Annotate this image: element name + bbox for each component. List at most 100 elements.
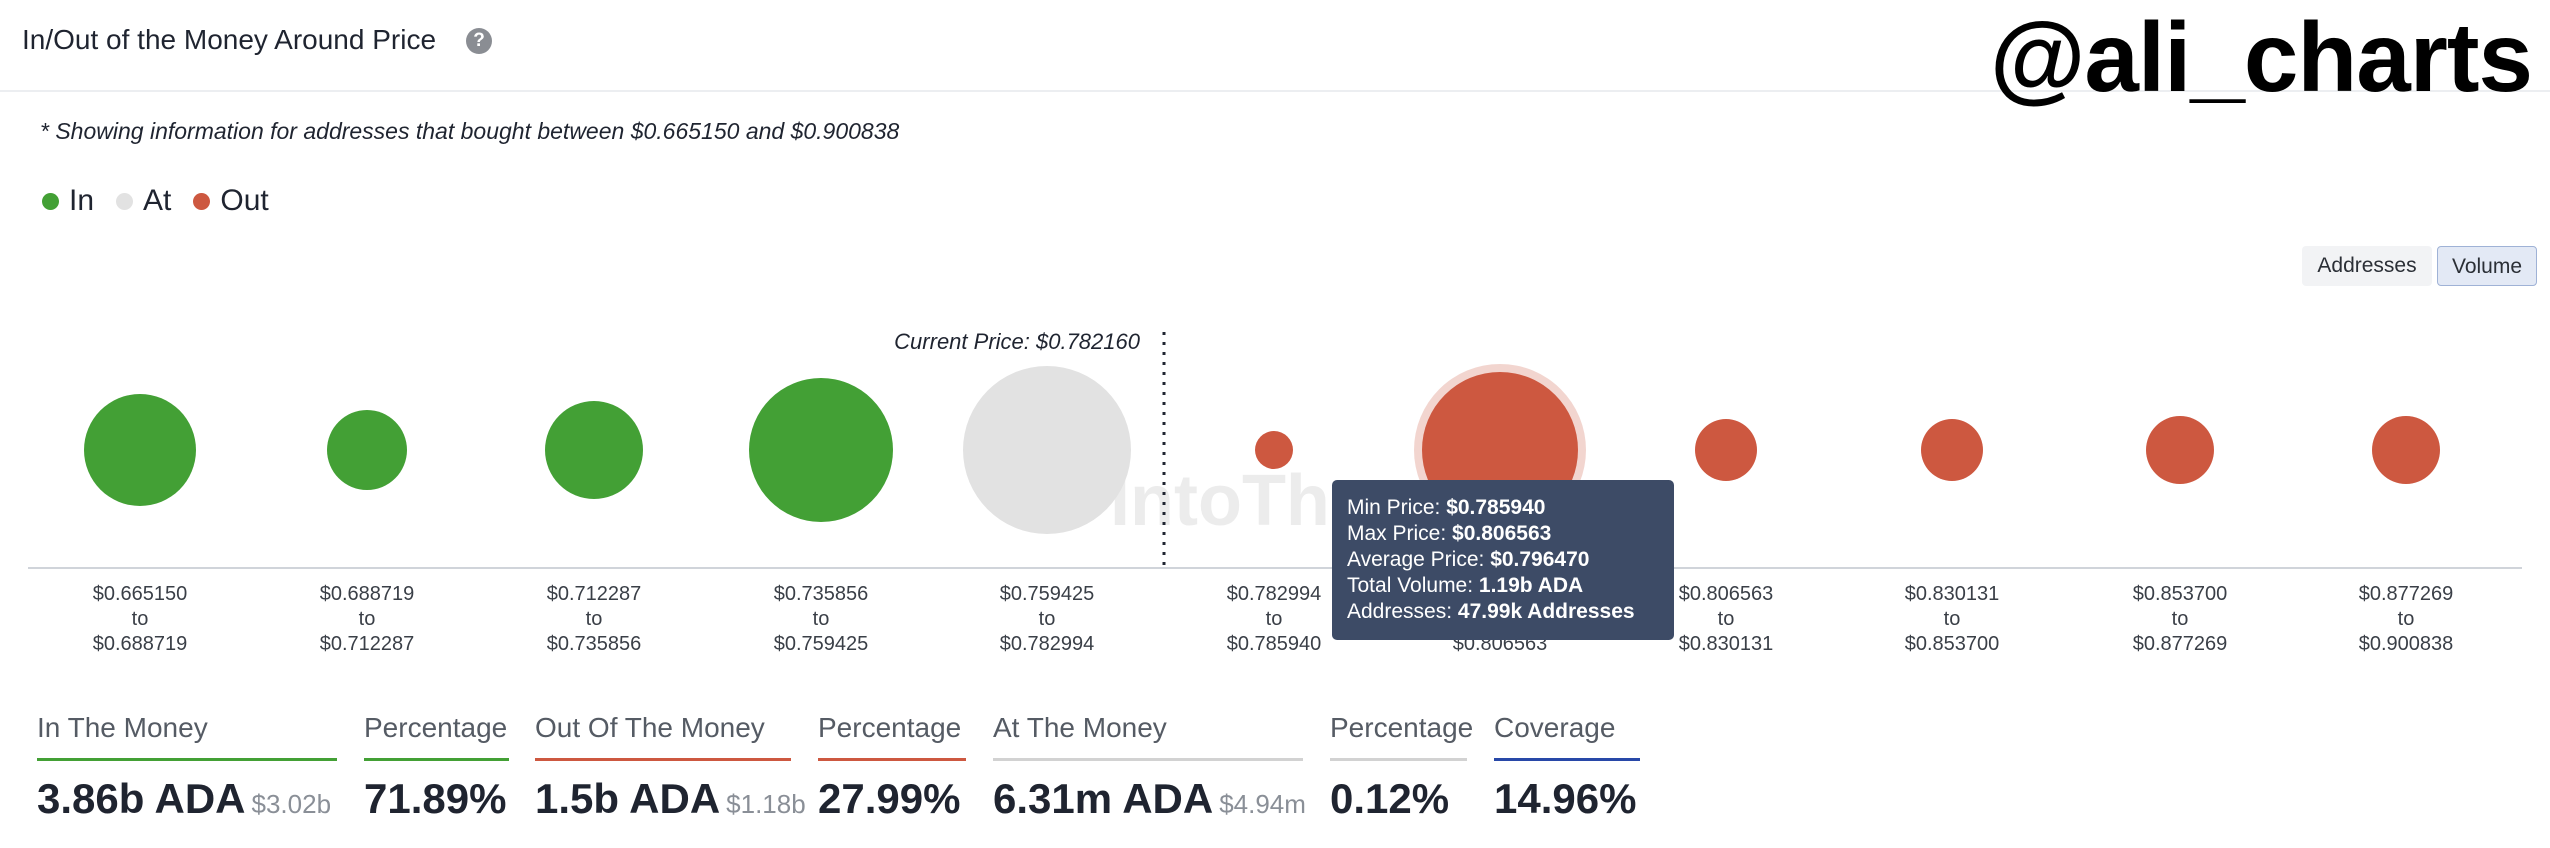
bubble-out[interactable] — [2146, 416, 2214, 484]
x-tick-label: $0.759425 — [1000, 583, 1095, 605]
x-tick-label: $0.712287 — [547, 583, 642, 605]
tooltip-row-label: Total Volume: — [1347, 574, 1479, 597]
tooltip-row-value: $0.806563 — [1452, 522, 1551, 545]
stat-value: 0.12% — [1330, 775, 1450, 822]
legend: In At Out — [42, 184, 291, 218]
stat-sub-value: $3.02b — [251, 789, 332, 819]
x-tick-label: to — [1718, 608, 1735, 630]
bubble-in[interactable] — [327, 410, 407, 490]
x-axis-labels: $0.665150 to $0.688719 $0.688719 to $0.712287… — [93, 583, 2454, 655]
x-tick-label: $0.712287 — [320, 633, 415, 655]
question-icon[interactable]: ? — [466, 28, 492, 54]
x-tick-label: $0.782994 — [1227, 583, 1322, 605]
x-tick-label: to — [1039, 608, 1056, 630]
x-tick-label: $0.785940 — [1227, 633, 1322, 655]
stat-label: Out Of The Money — [535, 712, 791, 761]
bubble-out[interactable] — [1921, 419, 1983, 481]
tooltip-row: Total Volume: 1.19b ADA — [1347, 574, 1583, 597]
legend-label-in: In — [69, 184, 95, 217]
x-tick-label: $0.830131 — [1905, 583, 2000, 605]
bubble-out[interactable] — [1695, 419, 1757, 481]
x-tick-label: $0.759425 — [774, 633, 869, 655]
bubble-in[interactable] — [84, 394, 196, 506]
bubble-in[interactable] — [545, 401, 643, 499]
page-title: In/Out of the Money Around Price — [22, 24, 437, 55]
legend-dot-in — [42, 192, 59, 210]
stat-at-the-money: At The Money 6.31m ADA $4.94m — [993, 712, 1306, 823]
x-tick-label: $0.688719 — [320, 583, 415, 605]
legend-label-out: Out — [220, 184, 269, 217]
addresses-toggle-button[interactable]: Addresses — [2302, 246, 2432, 286]
tooltip-row: Addresses: 47.99k Addresses — [1347, 600, 1635, 623]
stat-in-percentage: Percentage 71.89% — [364, 712, 509, 823]
stat-in-the-money: In The Money 3.86b ADA $3.02b — [37, 712, 337, 823]
x-tick-label: $0.877269 — [2133, 633, 2228, 655]
stat-value: 27.99% — [818, 775, 961, 822]
tooltip-row: Average Price: $0.796470 — [1347, 548, 1589, 571]
tooltip-box — [1332, 480, 1674, 640]
tooltip-row-value: 1.19b ADA — [1479, 574, 1583, 597]
tooltip-row-label: Max Price: — [1347, 522, 1452, 545]
x-tick-label: to — [359, 608, 376, 630]
range-note: * Showing information for addresses that… — [40, 118, 900, 144]
x-tick-label: to — [1266, 608, 1283, 630]
legend-item-at[interactable]: At — [116, 184, 171, 218]
x-tick-label: to — [2172, 608, 2189, 630]
stat-value: 14.96% — [1494, 775, 1637, 822]
x-tick-label: $0.735856 — [547, 633, 642, 655]
stat-sub-value: $1.18b — [726, 789, 806, 819]
x-tick-label: $0.900838 — [2359, 633, 2454, 655]
legend-label-at: At — [143, 184, 172, 217]
legend-item-out[interactable]: Out — [193, 184, 269, 218]
legend-item-in[interactable]: In — [42, 184, 94, 218]
chart-background-watermark: IntoThe — [1110, 461, 1370, 541]
stat-out-of-the-money: Out Of The Money 1.5b ADA $1.18b — [535, 712, 806, 823]
stat-sub-value: $4.94m — [1219, 789, 1306, 819]
legend-dot-at — [116, 192, 134, 210]
x-tick-label: $0.735856 — [774, 583, 869, 605]
stat-value: 6.31m ADA $4.94m — [993, 775, 1306, 822]
x-tick-label: to — [1944, 608, 1961, 630]
x-tick-label: to — [586, 608, 603, 630]
stat-label: Percentage — [818, 712, 966, 761]
tooltip: Min Price: $0.785940 Max Price: $0.806563… — [1332, 480, 1674, 640]
x-tick-label: $0.853700 — [2133, 583, 2228, 605]
tooltip-row: Min Price: $0.785940 — [1347, 496, 1545, 519]
x-tick-label: to — [813, 608, 830, 630]
stat-coverage: Coverage 14.96% — [1494, 712, 1640, 823]
x-tick-label: $0.665150 — [93, 583, 188, 605]
stat-label: Coverage — [1494, 712, 1640, 761]
stat-value: 3.86b ADA $3.02b — [37, 775, 332, 822]
stat-value: 71.89% — [364, 775, 507, 822]
tooltip-row: Max Price: $0.806563 — [1347, 522, 1551, 545]
bubble-in[interactable] — [749, 378, 893, 522]
x-tick-label: $0.806563 — [1679, 583, 1774, 605]
tooltip-row-value: $0.785940 — [1446, 496, 1545, 519]
tooltip-row-value: $0.796470 — [1490, 548, 1589, 571]
stat-label: Percentage — [1330, 712, 1473, 761]
stat-label: Percentage — [364, 712, 509, 761]
stat-label: At The Money — [993, 712, 1303, 761]
bubble-out[interactable] — [1255, 431, 1293, 469]
stat-out-percentage: Percentage 27.99% — [818, 712, 966, 823]
tooltip-row-label: Min Price: — [1347, 496, 1446, 519]
x-tick-label: $0.688719 — [93, 633, 188, 655]
watermark-text: @ali_charts — [1989, 2, 2533, 112]
tooltip-row-label: Average Price: — [1347, 548, 1490, 571]
bubble-out[interactable] — [2372, 416, 2440, 484]
bubble-chart: IntoThe Current Price: $0.782160 $0.6651… — [28, 329, 2522, 655]
bubble-at[interactable] — [963, 366, 1131, 534]
x-tick-label: to — [2398, 608, 2415, 630]
tooltip-row-label: Addresses: — [1347, 600, 1458, 623]
stat-label: In The Money — [37, 712, 337, 761]
x-tick-label: $0.877269 — [2359, 583, 2454, 605]
x-tick-label: $0.830131 — [1679, 633, 1774, 655]
tooltip-row-value: 47.99k Addresses — [1458, 600, 1635, 623]
x-tick-label: $0.853700 — [1905, 633, 2000, 655]
x-tick-label: to — [132, 608, 149, 630]
stat-value: 1.5b ADA $1.18b — [535, 775, 806, 822]
stat-at-percentage: Percentage 0.12% — [1330, 712, 1473, 823]
volume-toggle-button[interactable]: Volume — [2437, 246, 2537, 286]
current-price-label: Current Price: $0.782160 — [894, 329, 1141, 354]
header: In/Out of the Money Around Price ? @ali_… — [0, 0, 2550, 112]
